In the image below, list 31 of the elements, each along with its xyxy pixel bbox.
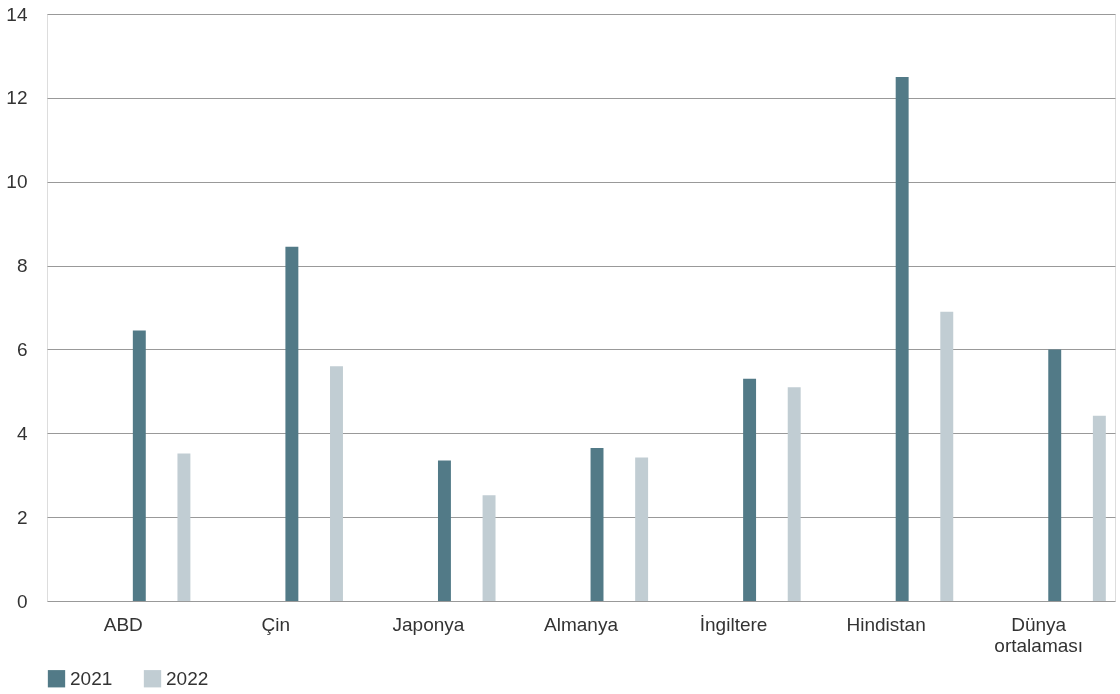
x-tick-label: İngiltere bbox=[699, 613, 768, 635]
y-tick-label: 12 bbox=[6, 87, 28, 109]
x-tick-label: Hindistan bbox=[846, 613, 926, 635]
legend-label: 2021 bbox=[70, 667, 113, 689]
bar bbox=[743, 378, 757, 601]
x-tick-label: ABD bbox=[103, 613, 143, 635]
bar bbox=[177, 453, 191, 601]
y-tick-label: 0 bbox=[16, 590, 28, 612]
y-tick-label: 2 bbox=[16, 506, 28, 528]
bar bbox=[895, 76, 909, 601]
x-tick-label: Almanya bbox=[544, 613, 619, 635]
y-tick-label: 6 bbox=[16, 338, 28, 360]
y-tick-label: 8 bbox=[16, 255, 28, 277]
bar bbox=[132, 330, 146, 601]
bar bbox=[940, 311, 954, 601]
bar bbox=[285, 246, 299, 601]
bar bbox=[787, 387, 801, 601]
bar bbox=[1048, 349, 1062, 601]
y-tick-label: 10 bbox=[6, 171, 28, 193]
x-tick-label: Dünya ortalaması bbox=[994, 613, 1084, 656]
bar bbox=[437, 460, 451, 601]
x-tick-label: Japonya bbox=[392, 613, 465, 635]
bar bbox=[635, 457, 649, 601]
x-tick-label: Çin bbox=[261, 613, 291, 635]
y-tick-label: 4 bbox=[16, 422, 28, 444]
bar bbox=[330, 366, 343, 601]
bar bbox=[1092, 415, 1106, 601]
bar bbox=[482, 495, 496, 601]
bar bbox=[590, 447, 604, 601]
y-tick-label: 14 bbox=[6, 3, 28, 25]
legend-label: 2022 bbox=[166, 667, 209, 689]
